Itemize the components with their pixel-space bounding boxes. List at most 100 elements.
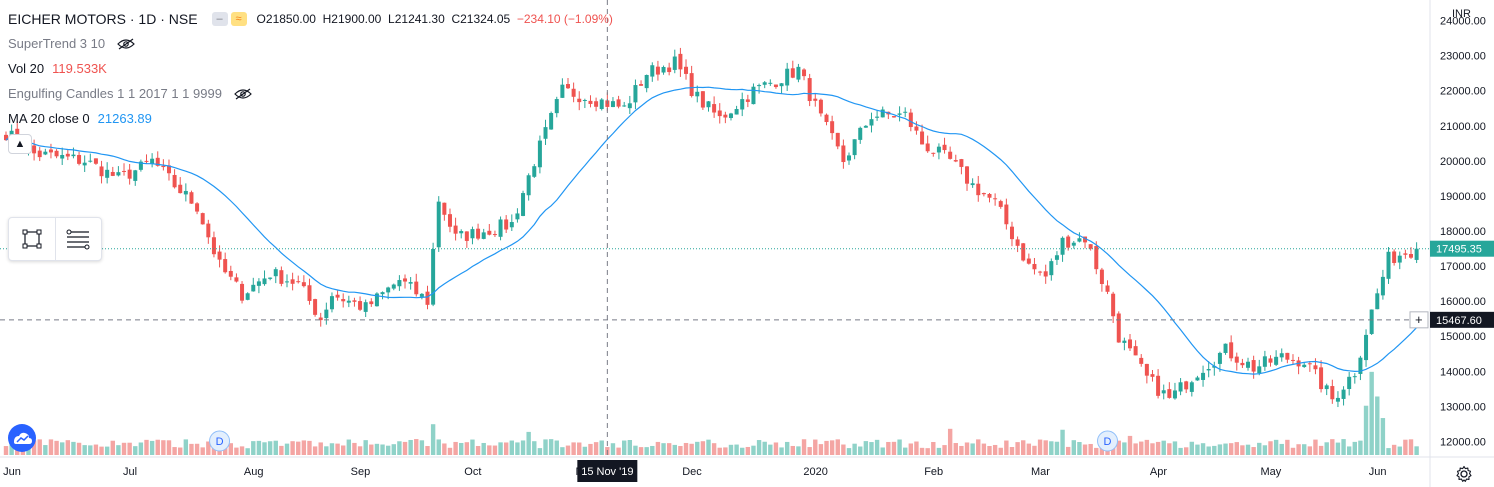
volume-bar xyxy=(1335,442,1341,455)
tradingview-logo-icon[interactable] xyxy=(8,424,36,452)
indicator-name: Vol 20 xyxy=(8,61,45,76)
volume-bar xyxy=(790,445,795,455)
volume-bar xyxy=(532,441,537,455)
candle-body xyxy=(813,98,818,101)
candle-body xyxy=(549,112,554,130)
candle-body xyxy=(706,101,711,108)
volume-bar xyxy=(1268,441,1273,455)
volume-bar xyxy=(1077,442,1082,455)
candle-body xyxy=(1246,361,1251,368)
volume-bar xyxy=(1391,444,1397,455)
volume-bar xyxy=(31,440,37,455)
candle-body xyxy=(391,284,396,289)
candle-body xyxy=(1021,243,1026,261)
volume-bar xyxy=(189,443,194,455)
candle-body xyxy=(71,154,76,157)
eye-hidden-icon[interactable] xyxy=(234,88,252,100)
candle-body xyxy=(1369,309,1374,334)
volume-bar xyxy=(1037,439,1043,455)
dividend-marker xyxy=(209,430,231,452)
volume-bar xyxy=(655,441,661,455)
volume-bar xyxy=(335,443,340,455)
indicator-row-engulfing[interactable]: Engulfing Candles 1 1 2017 1 1 9999 xyxy=(8,81,613,106)
candle-body xyxy=(1161,390,1166,394)
volume-bar xyxy=(554,440,559,455)
chevron-up-icon[interactable]: ▲ xyxy=(8,133,32,154)
volume-bar xyxy=(577,442,582,455)
volume-bar xyxy=(1155,441,1161,455)
volume-bar xyxy=(397,441,402,455)
volume-bar xyxy=(964,442,970,455)
gear-icon[interactable] xyxy=(1455,465,1473,483)
volume-bar xyxy=(1015,442,1020,455)
candle-body xyxy=(447,214,452,227)
volume-bar xyxy=(672,444,677,455)
candle-body xyxy=(60,155,65,159)
volume-bar xyxy=(1408,439,1414,455)
y-tick-label: 14000.00 xyxy=(1440,366,1486,378)
lines-tool-button[interactable] xyxy=(54,218,102,260)
indicator-row-volume[interactable]: Vol 20 119.533K xyxy=(8,56,613,81)
candle-body xyxy=(43,151,48,155)
volume-bar xyxy=(1296,444,1301,455)
moving-average-line xyxy=(5,86,1418,375)
candle-body xyxy=(891,116,896,118)
volume-bar xyxy=(700,441,706,455)
volume-bar xyxy=(385,445,391,455)
candle-body xyxy=(1352,376,1357,378)
volume-bar xyxy=(37,439,42,455)
volume-bar xyxy=(459,442,464,455)
volume-bar xyxy=(464,442,470,455)
candle-body xyxy=(847,155,851,161)
candle-body xyxy=(240,283,245,301)
volume-bar xyxy=(318,442,323,455)
volume-bar xyxy=(942,445,947,455)
low-label: L xyxy=(388,11,395,26)
volume-bar xyxy=(1313,439,1318,455)
candle-body xyxy=(1330,386,1335,400)
volume-bar xyxy=(492,445,498,455)
x-tick-label: Aug xyxy=(244,466,264,478)
rectangle-tool-button[interactable] xyxy=(9,218,55,260)
indicator-row-ma[interactable]: MA 20 close 0 21263.89 xyxy=(8,106,613,131)
candle-body xyxy=(1189,382,1194,392)
candle-body xyxy=(622,105,627,107)
volume-bar xyxy=(1358,440,1363,455)
volume-bar xyxy=(251,441,256,455)
candle-body xyxy=(256,281,261,286)
candle-body xyxy=(346,300,351,303)
volume-bar xyxy=(706,439,711,455)
symbol-title[interactable]: EICHER MOTORS · 1D · NSE xyxy=(8,10,198,27)
candle-body xyxy=(970,183,975,186)
time-axis[interactable]: JunJulAugSepOctNovDec2020FebMarAprMayJun… xyxy=(3,460,1387,482)
candle-body xyxy=(476,228,481,239)
candle-body xyxy=(37,150,42,158)
volume-bar xyxy=(1369,371,1374,455)
candle-body xyxy=(1083,236,1088,243)
collapse-row: ▲ xyxy=(8,131,613,156)
candle-body xyxy=(1004,204,1009,225)
candle-body xyxy=(296,281,301,283)
volume-bar xyxy=(1094,447,1099,455)
volume-bar xyxy=(509,440,514,455)
eye-hidden-icon[interactable] xyxy=(117,38,135,50)
candle-body xyxy=(307,285,312,301)
price-axis[interactable]: 24000.00 23000.00 22000.00 21000.00 20000.00… xyxy=(1409,8,1494,448)
market-status-pill[interactable]: – ≈ xyxy=(211,11,247,26)
volume-bar xyxy=(1212,445,1217,455)
candle-body xyxy=(1038,271,1043,273)
rectangle-tool-icon xyxy=(22,229,42,249)
indicator-row-supertrend[interactable]: SuperTrend 3 10 xyxy=(8,31,613,56)
volume-bar xyxy=(565,445,571,455)
volume-bar xyxy=(419,440,425,455)
volume-bar xyxy=(869,442,874,455)
candle-body xyxy=(1262,356,1267,367)
volume-bar xyxy=(1021,440,1026,455)
indicator-value: 119.533K xyxy=(52,61,107,76)
volume-bar xyxy=(1049,441,1054,455)
volume-bar xyxy=(48,439,54,455)
candle-body xyxy=(155,157,160,166)
volume-bar xyxy=(380,444,385,455)
